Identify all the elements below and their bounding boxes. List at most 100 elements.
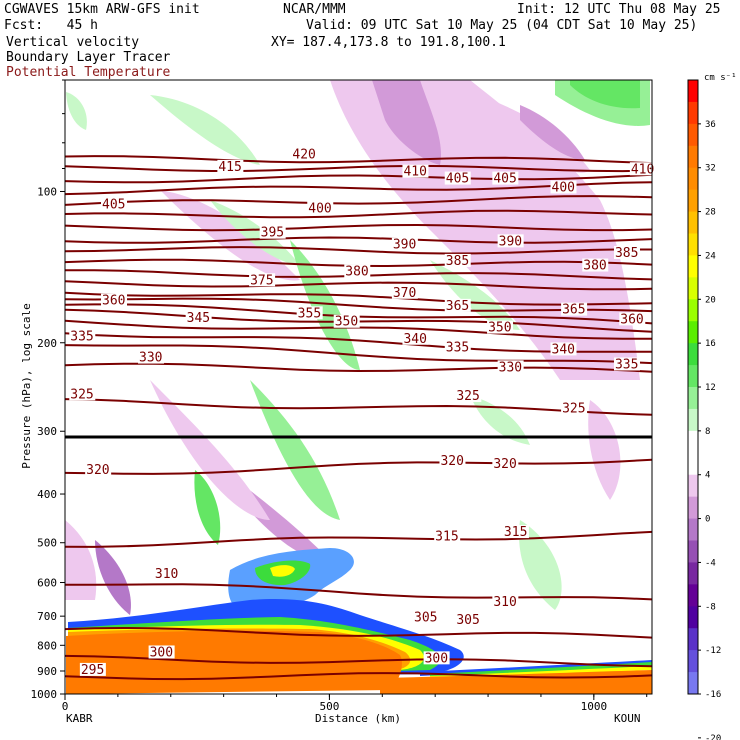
isentrope-label: 300	[425, 651, 448, 666]
center-label: NCAR/MMM	[283, 2, 346, 17]
isentrope-label: 365	[446, 299, 469, 314]
isentrope-label: 400	[552, 180, 575, 195]
variable-potential-temperature: Potential Temperature	[6, 65, 171, 80]
isentrope-label: 325	[70, 387, 93, 402]
isentrope-label: 305	[414, 611, 437, 626]
tracer-peak	[270, 565, 295, 577]
colorbar-swatch	[688, 365, 698, 388]
y-tick-label: 500	[37, 537, 57, 550]
w-pos-area	[519, 520, 562, 610]
isentrope-label: 380	[583, 259, 606, 274]
y-axis: 100 200 300 400 500 600 700 800 900 1000	[31, 79, 65, 701]
model-title: CGWAVES 15km ARW-GFS init	[4, 2, 200, 17]
isentrope-label: 360	[102, 294, 125, 309]
isentrope-385	[65, 246, 652, 255]
colorbar-swatch	[688, 255, 698, 278]
isentrope-label-bg	[444, 253, 471, 267]
isentrope-labels: 405 415 420 410 405 405 400 410 395 400 390 385 390 3…	[69, 147, 656, 678]
isentrope-label: 330	[499, 360, 522, 375]
isentrope-label: 325	[456, 389, 479, 404]
isentrope-365	[65, 291, 652, 306]
colorbar-label: -4	[705, 558, 716, 568]
isentrope-label-bg	[413, 610, 440, 624]
isentrope-label: 405	[102, 197, 125, 212]
isentrope-label-bg	[402, 331, 429, 345]
colorbar-label: 28	[705, 208, 716, 218]
isentrope-label: 320	[493, 457, 516, 472]
isentrope-370	[65, 280, 652, 291]
isentrope-label: 405	[493, 172, 516, 187]
isentrope-label: 325	[562, 401, 585, 416]
colorbar-label: -12	[705, 646, 721, 656]
isentrope-label-bg	[455, 612, 482, 626]
isentrope-label: 420	[292, 148, 315, 163]
colorbar-swatch	[688, 101, 698, 125]
isentrope-label: 335	[615, 357, 638, 372]
isentrope-label-bg	[259, 225, 286, 239]
isentrope-label: 315	[504, 525, 527, 540]
isentrope-label-bg	[492, 456, 519, 470]
isentrope-395	[65, 223, 652, 232]
colorbar-swatch	[688, 343, 698, 366]
isentrope-label: 400	[308, 201, 331, 216]
colorbar-swatch	[688, 562, 698, 585]
isentrope-label: 310	[155, 567, 178, 582]
isentrope-label: 390	[393, 238, 416, 253]
isentrope-label: 360	[620, 312, 643, 327]
x-tick-label: 1000	[581, 700, 608, 713]
isentrope-315	[65, 530, 652, 548]
colorbar-swatch	[688, 80, 698, 103]
colorbar-swatch	[688, 211, 698, 234]
colorbar-swatch	[688, 606, 698, 629]
y-tick-label: 1000	[31, 688, 58, 701]
w-pos-area	[570, 80, 640, 109]
isentrope-420	[65, 164, 652, 173]
isentrope-label-bg	[138, 350, 165, 364]
colorbar-label: 20	[705, 295, 716, 305]
colorbar-label: -20	[705, 734, 721, 740]
colorbar-swatch	[688, 167, 698, 191]
colorbar-swatch	[688, 452, 698, 476]
isentrope-label: 300	[150, 645, 173, 660]
colorbar-label: 36	[705, 120, 716, 130]
isentrope-label-bg	[502, 525, 529, 539]
isentrope-label: 395	[261, 226, 284, 241]
xy-endpoints: XY= 187.4,173.8 to 191.8,100.1	[271, 35, 506, 50]
isentrope-325	[65, 398, 652, 416]
w-pos-area	[150, 95, 260, 165]
isentrope-label-bg	[69, 387, 96, 401]
isentropes	[65, 155, 652, 681]
isentrope-425	[65, 155, 652, 165]
isentrope-label: 335	[70, 330, 93, 345]
colorbar-swatch	[688, 145, 698, 169]
isentrope-label: 320	[86, 463, 109, 478]
isentrope-label-bg	[423, 651, 450, 665]
w-neg-area	[65, 520, 97, 600]
isentrope-label: 350	[335, 315, 358, 330]
colorbar: 36 32 28 24 20 16 12 8 4 0 -4 -8 -12 -16 -20	[687, 79, 721, 740]
w-pos-area	[290, 240, 360, 370]
colorbar-swatch	[688, 233, 698, 256]
colorbar-swatch	[688, 408, 698, 432]
colorbar-label: 4	[705, 471, 710, 481]
colorbar-unit: cm s⁻¹	[704, 73, 737, 83]
colorbar-swatch	[688, 540, 698, 563]
w-neg-area	[470, 92, 590, 173]
isentrope-label-bg	[69, 329, 96, 343]
isentrope-label: 335	[446, 340, 469, 355]
isentrope-label-bg	[439, 453, 466, 467]
x-axis: 0 500 1000	[62, 694, 648, 713]
colorbar-swatch	[688, 277, 698, 300]
isentrope-label: 345	[187, 311, 210, 326]
forecast-hour: Fcst: 45 h	[4, 18, 98, 33]
colorbar-swatch	[688, 650, 698, 673]
w-pos-area	[250, 380, 340, 520]
isentrope-label-bg	[344, 264, 371, 278]
isentrope-label: 410	[631, 162, 654, 177]
isentrope-label: 385	[615, 246, 638, 261]
isentrope-400	[65, 209, 652, 219]
colorbar-swatch	[688, 518, 698, 541]
isentrope-label: 380	[345, 265, 368, 280]
isentrope-label-bg	[550, 180, 577, 194]
